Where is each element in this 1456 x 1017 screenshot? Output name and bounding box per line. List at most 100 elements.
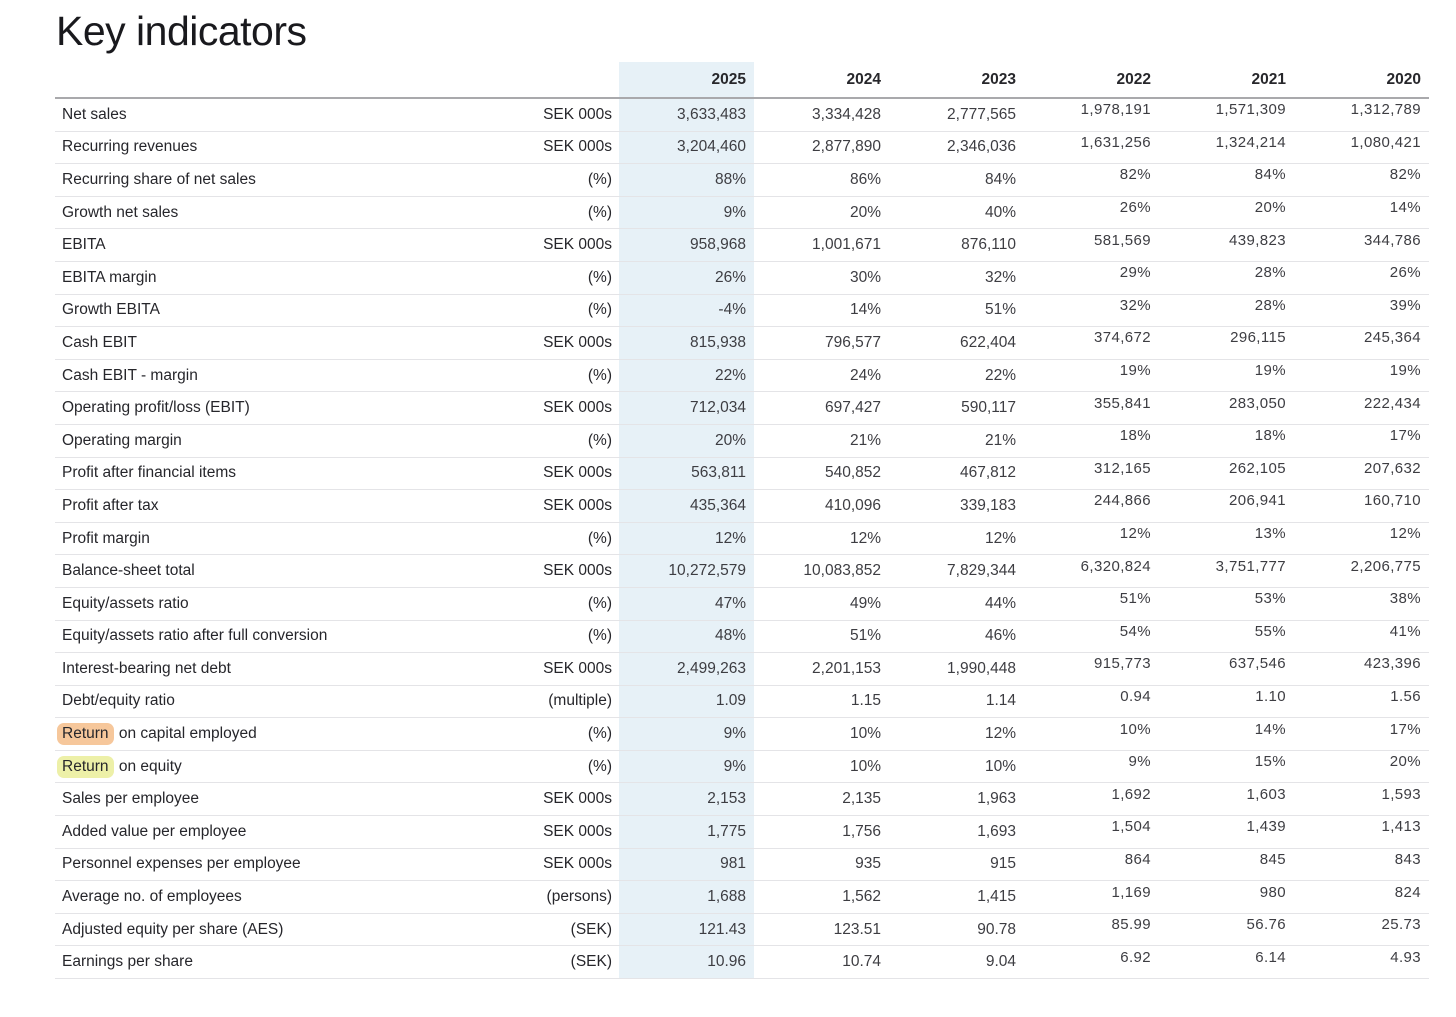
cell-value-2023: 915 [990, 855, 1016, 873]
row-label: EBITA [62, 236, 106, 254]
row-unit: (%) [587, 757, 612, 775]
cell-value-2022: 581,569 [1093, 231, 1151, 249]
row-label: Personnel expenses per employee [62, 855, 301, 873]
cell-value-2023: 84% [984, 170, 1016, 188]
row-label: Debt/equity ratio [62, 692, 175, 710]
key-indicators-table: 2025 2024 2023 2022 2021 2020 Net sales S… [55, 62, 1429, 980]
row-label: Return on capital employed [55, 723, 469, 746]
cell-value-2020: 824 [1394, 883, 1421, 901]
row-label: Recurring revenues [62, 138, 198, 156]
cell-value-2022: 6.92 [1120, 948, 1151, 966]
cell-value-2023: 2,777,565 [947, 105, 1016, 123]
cell-value-2023: 1.14 [985, 692, 1016, 710]
cell-value-2022: 1,504 [1111, 818, 1151, 836]
cell-value-2021: 283,050 [1228, 394, 1286, 412]
cell-value-2020: 1,593 [1381, 785, 1421, 803]
cell-value-2024: 21% [849, 431, 881, 449]
row-label: Adjusted equity per share (AES) [62, 920, 284, 938]
row-label: Cash EBIT - margin [62, 366, 198, 384]
cell-value-2024: 51% [849, 627, 881, 645]
cell-value-2025: 22% [619, 359, 754, 392]
cell-value-2022: 18% [1119, 427, 1151, 445]
cell-value-2025: 958,968 [619, 229, 754, 261]
table-row: Recurring revenues SEK 000s 3,204,460 2,877… [55, 131, 1429, 165]
row-unit: (%) [587, 203, 612, 221]
cell-value-2021: 56.76 [1246, 916, 1286, 934]
cell-value-2021: 15% [1254, 753, 1286, 771]
row-label: Cash EBIT [62, 333, 137, 351]
cell-value-2020: 19% [1389, 362, 1421, 380]
cell-value-2020: 1,413 [1381, 818, 1421, 836]
cell-value-2024: 10,083,852 [803, 562, 881, 580]
cell-value-2022: 244,866 [1093, 492, 1151, 510]
row-label: Growth net sales [62, 203, 179, 221]
row-unit: (%) [587, 725, 612, 743]
row-unit: SEK 000s [543, 333, 612, 351]
row-label: Profit margin [62, 529, 150, 547]
table-row: Return on capital employed (%) 9% 10% 12% 10%… [55, 718, 1429, 751]
cell-value-2020: 843 [1394, 850, 1421, 868]
cell-value-2022: 374,672 [1093, 329, 1151, 347]
cell-value-2025: 1,775 [619, 816, 754, 848]
cell-value-2024: 2,201,153 [812, 659, 881, 677]
cell-value-2021: 28% [1254, 296, 1286, 314]
cell-value-2025: 435,364 [619, 490, 754, 522]
column-header-2024: 2024 [846, 70, 881, 88]
cell-value-2022: 26% [1119, 199, 1151, 217]
cell-value-2022: 6,320,824 [1080, 557, 1151, 575]
cell-value-2022: 9% [1128, 753, 1151, 771]
cell-value-2024: 3,334,428 [812, 105, 881, 123]
cell-value-2020: 39% [1389, 296, 1421, 314]
table-row: Interest-bearing net debt SEK 000s 2,499,2… [55, 653, 1429, 686]
row-unit: SEK 000s [543, 464, 612, 482]
column-header-2025: 2025 [619, 62, 754, 97]
cell-value-2023: 10% [984, 757, 1016, 775]
table-row: Equity/assets ratio (%) 47% 49% 44% 51% 53% 38% [55, 587, 1429, 621]
cell-value-2025: 88% [619, 164, 754, 196]
cell-value-2022: 915,773 [1093, 655, 1151, 673]
row-unit: SEK 000s [543, 659, 612, 677]
cell-value-2021: 28% [1254, 264, 1286, 282]
cell-value-2020: 344,786 [1363, 231, 1421, 249]
cell-value-2021: 439,823 [1228, 231, 1286, 249]
cell-value-2023: 1,415 [977, 888, 1016, 906]
row-unit: (%) [587, 366, 612, 384]
table-row: Operating profit/loss (EBIT) SEK 000s 712,… [55, 392, 1429, 425]
cell-value-2022: 355,841 [1093, 394, 1151, 412]
cell-value-2020: 1,312,789 [1350, 101, 1421, 119]
row-label: Earnings per share [62, 953, 193, 971]
cell-value-2024: 935 [855, 855, 881, 873]
table-row: Average no. of employees (persons) 1,688 1,… [55, 881, 1429, 914]
row-label: Net sales [62, 105, 127, 123]
cell-value-2025: 10,272,579 [619, 555, 754, 587]
cell-value-2021: 1.10 [1255, 687, 1286, 705]
cell-value-2021: 1,571,309 [1215, 101, 1286, 119]
cell-value-2024: 123.51 [833, 920, 881, 938]
row-label: Recurring share of net sales [62, 170, 256, 188]
row-label: Sales per employee [62, 790, 199, 808]
cell-value-2024: 12% [849, 529, 881, 547]
row-unit: (multiple) [548, 692, 612, 710]
row-unit: SEK 000s [543, 855, 612, 873]
cell-value-2025: 2,153 [619, 783, 754, 816]
cell-value-2024: 540,852 [824, 464, 881, 482]
cell-value-2025: 3,204,460 [619, 131, 754, 164]
cell-value-2020: 423,396 [1363, 655, 1421, 673]
column-header-2022: 2022 [1116, 70, 1151, 88]
cell-value-2025: 815,938 [619, 327, 754, 359]
cell-value-2021: 206,941 [1228, 492, 1286, 510]
row-unit: (%) [587, 627, 612, 645]
cell-value-2025: 10.96 [619, 946, 754, 979]
cell-value-2025: 9% [619, 196, 754, 229]
table-row: EBITA margin (%) 26% 30% 32% 29% 28% 26% [55, 261, 1429, 295]
row-label: Interest-bearing net debt [62, 659, 231, 677]
cell-value-2024: 10.74 [842, 953, 881, 971]
row-unit: (%) [587, 301, 612, 319]
cell-value-2023: 9.04 [985, 953, 1016, 971]
cell-value-2025: 48% [619, 620, 754, 653]
column-header-2020: 2020 [1386, 70, 1421, 88]
row-label: Growth EBITA [62, 301, 160, 319]
cell-value-2025: 9% [619, 750, 754, 783]
row-unit: (SEK) [570, 920, 612, 938]
row-unit: (SEK) [570, 953, 612, 971]
